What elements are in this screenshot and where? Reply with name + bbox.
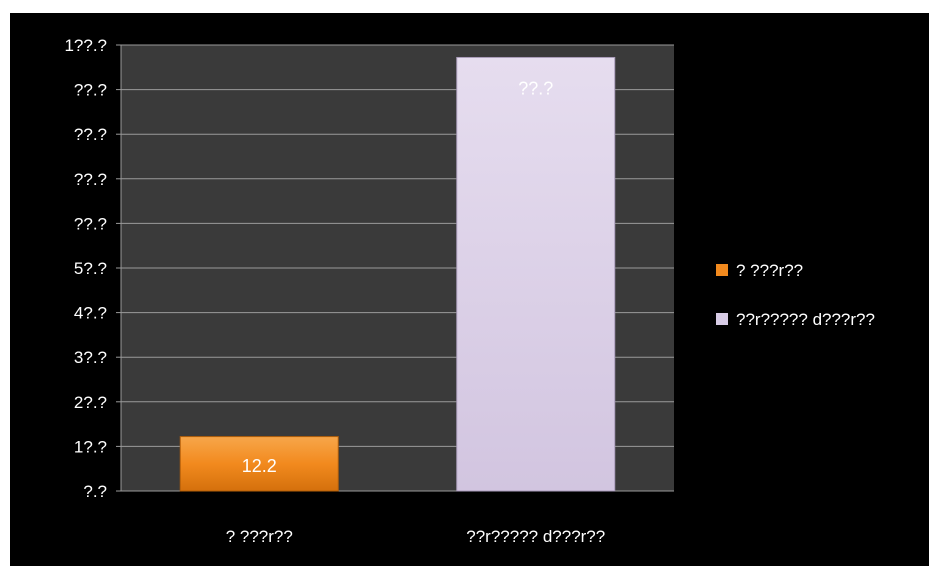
bars: 12.2??.?	[179, 56, 616, 492]
bar	[179, 436, 339, 492]
legend-label: ??r????? d???r??	[736, 310, 875, 329]
y-tick-label: 5?.?	[74, 259, 107, 278]
y-tick-label: ??.?	[74, 214, 107, 233]
y-tick-labels: ?.? 1?.? 2?.? 3?.? 4?.? 5?.???.???.???.???.? 1…	[64, 36, 107, 501]
data-label: ??.?	[518, 78, 553, 98]
y-tick-label: 4?.?	[74, 304, 107, 323]
y-tick-label: ??.?	[74, 125, 107, 144]
category-label: ? ???r??	[226, 527, 293, 546]
y-tick-label: 1??.?	[64, 36, 107, 55]
y-tick-label: ??.?	[74, 81, 107, 100]
category-labels: ? ???r?? ??r????? d???r??	[226, 527, 606, 546]
category-label: ??r????? d???r??	[466, 527, 605, 546]
legend: ? ???r?? ??r????? d???r??	[716, 261, 875, 329]
y-tick-label: ??.?	[74, 170, 107, 189]
legend-label: ? ???r??	[736, 261, 803, 280]
y-tick-label: 1?.?	[74, 437, 107, 456]
y-tick-label: 2?.?	[74, 393, 107, 412]
bar	[456, 56, 616, 492]
y-tick-label: ?.?	[83, 482, 107, 501]
legend-swatch	[716, 264, 728, 276]
data-label: 12.2	[242, 456, 277, 476]
y-tick-label: 3?.?	[74, 348, 107, 367]
legend-swatch	[716, 313, 728, 325]
